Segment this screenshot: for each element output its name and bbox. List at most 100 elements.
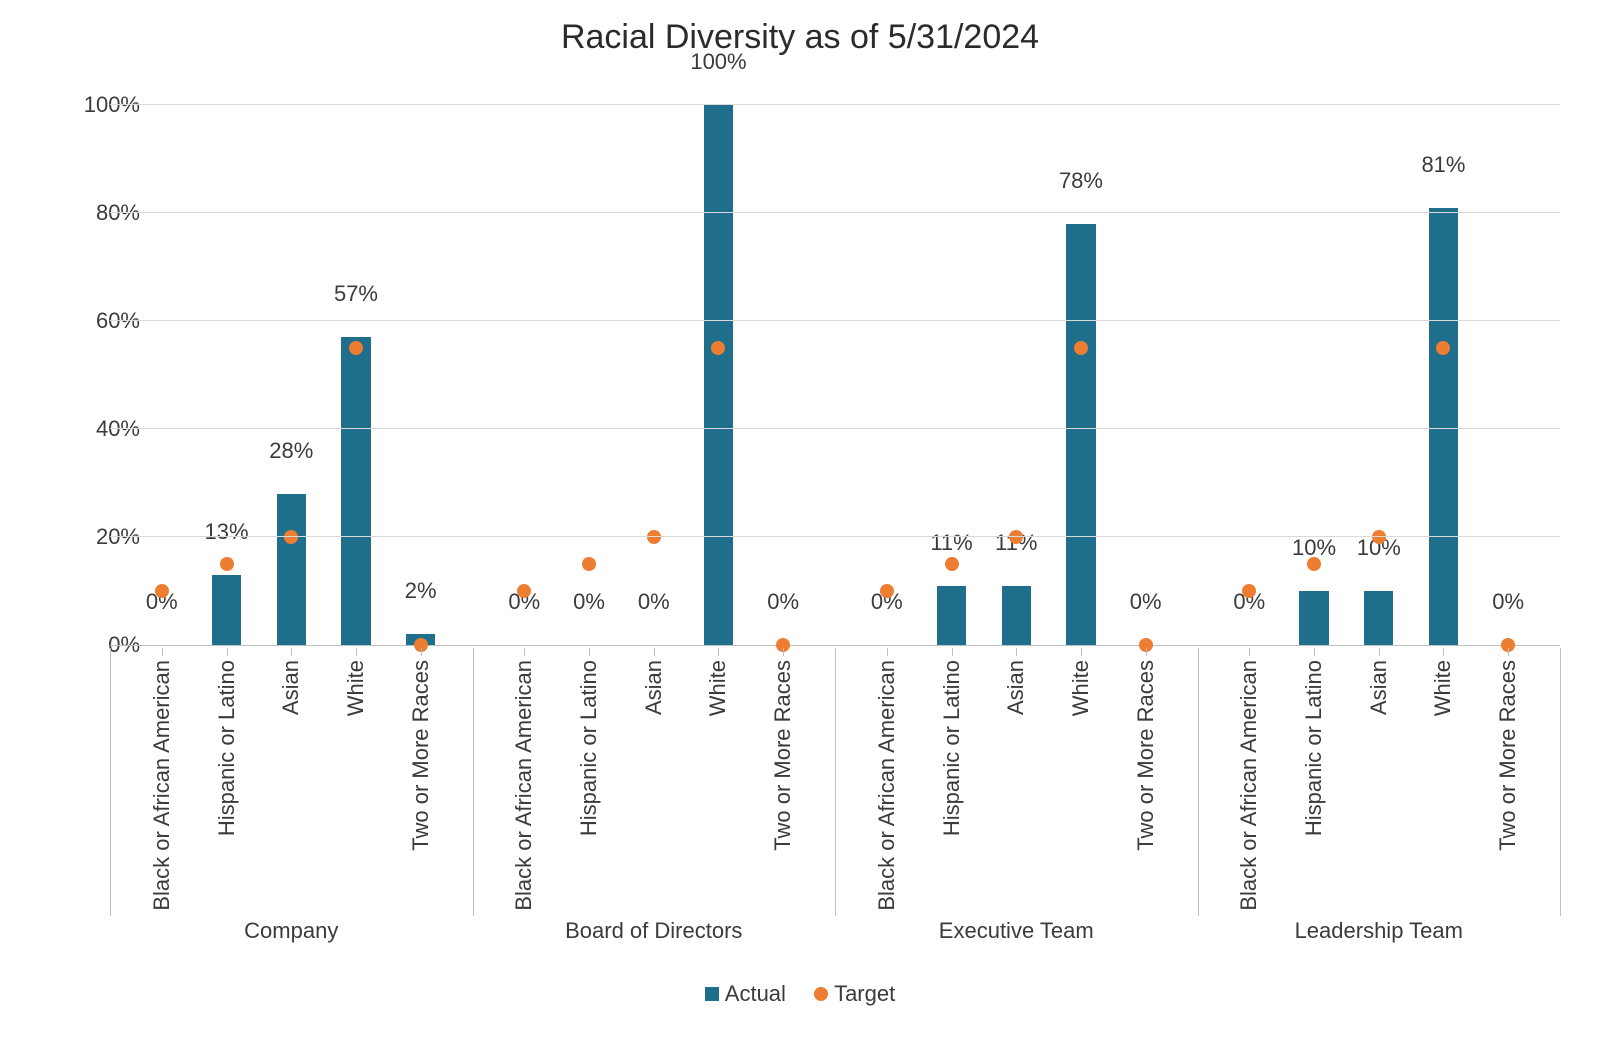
x-tick	[952, 648, 953, 656]
x-tick-label: Two or More Races	[408, 660, 434, 851]
group-label: Leadership Team	[1295, 918, 1463, 944]
x-tick	[162, 648, 163, 656]
legend: Actual Target	[0, 980, 1600, 1007]
target-marker	[711, 341, 725, 355]
bar	[704, 105, 733, 645]
x-tick	[1379, 648, 1380, 656]
legend-dot-swatch	[814, 987, 828, 1001]
gridline	[110, 104, 1560, 105]
x-tick	[718, 648, 719, 656]
x-tick-label: Hispanic or Latino	[1301, 660, 1327, 836]
legend-bar-swatch	[705, 987, 719, 1001]
gridline	[110, 536, 1560, 537]
bar-value-label: 0%	[573, 589, 605, 615]
bar	[277, 494, 306, 645]
x-tick	[887, 648, 888, 656]
bar-value-label: 0%	[767, 589, 799, 615]
x-tick	[1314, 648, 1315, 656]
x-tick-label: Black or African American	[149, 660, 175, 911]
gridline	[110, 212, 1560, 213]
bar-value-label: 0%	[1130, 589, 1162, 615]
legend-target-label: Target	[834, 981, 895, 1006]
x-tick	[356, 648, 357, 656]
x-tick-label: Asian	[641, 660, 667, 715]
target-marker	[284, 530, 298, 544]
target-marker	[349, 341, 363, 355]
bar	[1066, 224, 1095, 645]
target-marker	[1009, 530, 1023, 544]
group-label-row: Company Board of Directors Executive Team L…	[110, 918, 1560, 948]
bar	[1364, 591, 1393, 645]
target-marker	[1372, 530, 1386, 544]
diversity-chart: Racial Diversity as of 5/31/2024 0% 20% …	[0, 0, 1600, 1046]
target-marker	[220, 557, 234, 571]
x-tick-label: Hispanic or Latino	[214, 660, 240, 836]
gridline	[110, 428, 1560, 429]
group-separator	[1560, 648, 1561, 916]
group-separator	[473, 648, 474, 916]
bar-value-label: 57%	[334, 281, 378, 307]
chart-title: Racial Diversity as of 5/31/2024	[0, 18, 1600, 57]
x-tick-label: Two or More Races	[1133, 660, 1159, 851]
x-tick-label: White	[343, 660, 369, 716]
x-tick	[654, 648, 655, 656]
target-marker	[647, 530, 661, 544]
x-tick-label: Black or African American	[511, 660, 537, 911]
x-tick	[1443, 648, 1444, 656]
x-tick	[1016, 648, 1017, 656]
bar	[1299, 591, 1328, 645]
bar-value-label: 13%	[204, 519, 248, 545]
group-separator	[110, 648, 111, 916]
x-tick	[783, 648, 784, 656]
x-tick-label: Black or African American	[1236, 660, 1262, 911]
bar-value-label: 11%	[930, 530, 972, 556]
x-tick	[291, 648, 292, 656]
bar-value-label: 0%	[1492, 589, 1524, 615]
gridline	[110, 320, 1560, 321]
x-tick	[1146, 648, 1147, 656]
legend-actual-label: Actual	[725, 981, 786, 1006]
bar	[341, 337, 370, 645]
x-axis: Black or African AmericanHispanic or Lat…	[110, 648, 1560, 898]
x-tick-label: Black or African American	[874, 660, 900, 911]
bar	[1002, 586, 1031, 645]
target-marker	[1436, 341, 1450, 355]
x-tick	[421, 648, 422, 656]
bar-value-label: 81%	[1421, 152, 1465, 178]
group-label: Company	[244, 918, 338, 944]
x-tick-label: Asian	[278, 660, 304, 715]
target-marker	[1074, 341, 1088, 355]
x-tick-label: Two or More Races	[1495, 660, 1521, 851]
x-tick-label: White	[1068, 660, 1094, 716]
group-separator	[1198, 648, 1199, 916]
target-marker	[880, 584, 894, 598]
bar	[937, 586, 966, 645]
target-marker	[155, 584, 169, 598]
x-tick-label: Hispanic or Latino	[939, 660, 965, 836]
x-tick	[1081, 648, 1082, 656]
bar-value-label: 0%	[638, 589, 670, 615]
group-label: Executive Team	[939, 918, 1094, 944]
x-tick-label: Hispanic or Latino	[576, 660, 602, 836]
plot-area: 0%13%28%57%2%0%0%0%100%0%0%11%11%78%0%0%…	[110, 105, 1560, 646]
group-separator	[835, 648, 836, 916]
x-tick	[589, 648, 590, 656]
target-marker	[1307, 557, 1321, 571]
x-tick-label: White	[705, 660, 731, 716]
x-tick	[1508, 648, 1509, 656]
bar-value-label: 2%	[405, 578, 437, 604]
target-marker	[517, 584, 531, 598]
x-tick-label: White	[1430, 660, 1456, 716]
group-label: Board of Directors	[565, 918, 742, 944]
x-tick-label: Asian	[1366, 660, 1392, 715]
bar-value-label: 78%	[1059, 168, 1103, 194]
bar-value-label: 28%	[269, 438, 313, 464]
x-tick	[227, 648, 228, 656]
target-marker	[582, 557, 596, 571]
bar	[1429, 208, 1458, 645]
bar	[212, 575, 241, 645]
x-tick-label: Two or More Races	[770, 660, 796, 851]
x-tick	[524, 648, 525, 656]
target-marker	[945, 557, 959, 571]
target-marker	[1242, 584, 1256, 598]
